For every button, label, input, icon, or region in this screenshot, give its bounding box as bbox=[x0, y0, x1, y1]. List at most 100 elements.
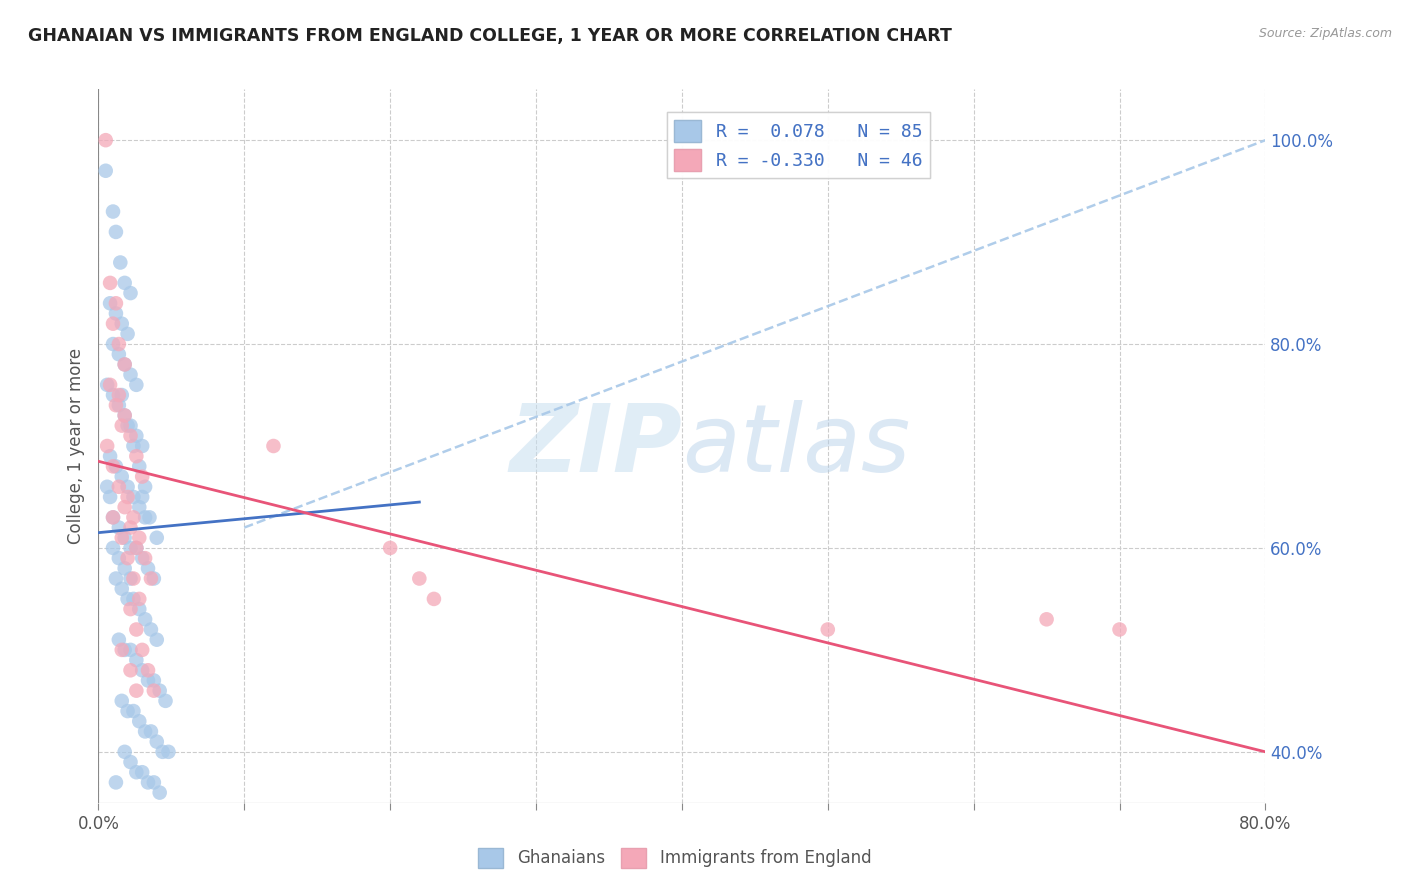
Point bbox=[125, 541, 148, 555]
Point bbox=[98, 490, 121, 504]
Point bbox=[104, 398, 127, 412]
Point bbox=[108, 632, 131, 647]
Point bbox=[108, 347, 131, 361]
Point bbox=[114, 358, 136, 372]
Point bbox=[111, 531, 134, 545]
Point bbox=[139, 572, 162, 586]
Point bbox=[139, 623, 162, 637]
Point bbox=[104, 775, 127, 789]
Point bbox=[114, 276, 136, 290]
Point bbox=[101, 541, 124, 555]
Point bbox=[134, 612, 156, 626]
Point bbox=[136, 561, 159, 575]
Point bbox=[111, 469, 134, 483]
Point bbox=[98, 377, 121, 392]
Point bbox=[128, 500, 150, 515]
Point bbox=[104, 306, 127, 320]
Point bbox=[96, 439, 118, 453]
Point bbox=[142, 775, 165, 789]
Point bbox=[157, 745, 180, 759]
Point bbox=[125, 623, 148, 637]
Point bbox=[125, 683, 148, 698]
Point bbox=[149, 683, 172, 698]
Point bbox=[134, 724, 156, 739]
Point bbox=[120, 418, 142, 433]
Point bbox=[117, 326, 139, 341]
Point bbox=[101, 388, 124, 402]
Point bbox=[120, 602, 142, 616]
Text: Source: ZipAtlas.com: Source: ZipAtlas.com bbox=[1258, 27, 1392, 40]
Point bbox=[128, 459, 150, 474]
Text: ZIP: ZIP bbox=[509, 400, 682, 492]
Point bbox=[134, 510, 156, 524]
Point bbox=[98, 449, 121, 463]
Point bbox=[1108, 623, 1130, 637]
Point bbox=[101, 317, 124, 331]
Point bbox=[142, 673, 165, 688]
Point bbox=[111, 694, 134, 708]
Point bbox=[120, 286, 142, 301]
Point bbox=[149, 786, 172, 800]
Point bbox=[117, 418, 139, 433]
Point bbox=[262, 439, 284, 453]
Point bbox=[101, 510, 124, 524]
Point bbox=[104, 225, 127, 239]
Point bbox=[101, 337, 124, 351]
Point bbox=[408, 572, 430, 586]
Point bbox=[142, 572, 165, 586]
Point bbox=[146, 632, 169, 647]
Point bbox=[131, 643, 153, 657]
Point bbox=[122, 510, 145, 524]
Point bbox=[117, 591, 139, 606]
Point bbox=[134, 551, 156, 566]
Point bbox=[136, 663, 159, 677]
Point bbox=[817, 623, 839, 637]
Point bbox=[120, 368, 142, 382]
Legend: Ghanaians, Immigrants from England: Ghanaians, Immigrants from England bbox=[471, 841, 879, 875]
Point bbox=[117, 480, 139, 494]
Point bbox=[108, 337, 131, 351]
Point bbox=[131, 439, 153, 453]
Point bbox=[155, 694, 177, 708]
Point bbox=[114, 531, 136, 545]
Point bbox=[108, 520, 131, 534]
Point bbox=[122, 591, 145, 606]
Point bbox=[96, 377, 118, 392]
Point bbox=[128, 591, 150, 606]
Point bbox=[94, 133, 117, 147]
Point bbox=[131, 663, 153, 677]
Point bbox=[152, 745, 174, 759]
Point bbox=[125, 653, 148, 667]
Point bbox=[108, 551, 131, 566]
Point bbox=[134, 480, 156, 494]
Point bbox=[131, 490, 153, 504]
Point bbox=[136, 775, 159, 789]
Point bbox=[110, 255, 132, 269]
Point bbox=[146, 531, 169, 545]
Point bbox=[128, 714, 150, 729]
Point bbox=[125, 449, 148, 463]
Point bbox=[142, 683, 165, 698]
Point bbox=[139, 724, 162, 739]
Point bbox=[101, 459, 124, 474]
Point bbox=[117, 490, 139, 504]
Point bbox=[120, 429, 142, 443]
Point bbox=[120, 520, 142, 534]
Point bbox=[122, 439, 145, 453]
Point bbox=[131, 469, 153, 483]
Point bbox=[108, 480, 131, 494]
Point bbox=[146, 734, 169, 748]
Point bbox=[98, 276, 121, 290]
Point bbox=[131, 765, 153, 780]
Text: atlas: atlas bbox=[682, 401, 910, 491]
Point bbox=[120, 755, 142, 769]
Point bbox=[114, 500, 136, 515]
Point bbox=[101, 510, 124, 524]
Point bbox=[104, 296, 127, 310]
Point bbox=[111, 582, 134, 596]
Point bbox=[1035, 612, 1057, 626]
Legend: R =  0.078   N = 85, R = -0.330   N = 46: R = 0.078 N = 85, R = -0.330 N = 46 bbox=[666, 112, 929, 178]
Point bbox=[122, 490, 145, 504]
Point bbox=[114, 358, 136, 372]
Point bbox=[136, 673, 159, 688]
